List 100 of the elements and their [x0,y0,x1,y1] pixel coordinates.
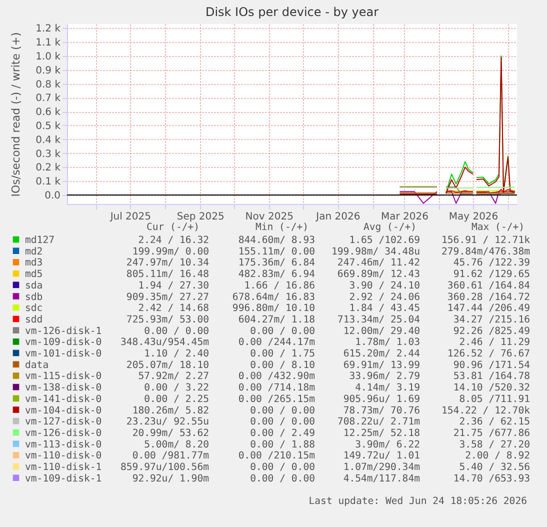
text: 0.00 / 0.00 [250,416,316,428]
text: 2.92 / 24.06 [349,292,420,303]
text: 0.00 / 1.88 [250,439,316,450]
text: 1.94 / 27.30 [138,280,210,292]
y-tick-label: 0.5 k [36,120,61,132]
text: 0.00 / 0.00 [250,326,316,337]
text: 33.96m/ 2.79 [349,371,420,382]
text: 279.84m/476.38m [442,246,530,258]
text: 57.92m/ 2.27 [138,371,210,382]
text: 2.42 / 14.68 [138,303,210,314]
text: 147.44 /206.49 [447,303,530,314]
text: 859.97u/100.56m [120,462,210,473]
text: 1.84 / 43.45 [349,303,420,314]
text: 0.00 / 2.25 [144,394,210,405]
legend-label: vm-109-disk-1 [25,473,102,484]
text: 92.92u/ 1.90m [132,473,210,484]
x-tick-label: Jul 2025 [109,212,152,222]
text: Cur (-/+) [146,222,200,233]
x-tick-label: Sep 2025 [176,212,224,222]
text: 0.00 / 1.75 [250,348,316,360]
text: 180.26m/ 5.82 [132,405,210,416]
text: 3.90 / 24.10 [349,280,420,292]
text: 69.91m/ 13.99 [343,360,420,371]
y-tick-label: 0.6 k [36,107,61,118]
text: 20.99m/ 53.62 [132,428,210,439]
legend-label: vm-126-disk-1 [25,326,102,337]
text: 0.00 /244.17m [238,337,316,348]
text: 909.35m/ 27.27 [126,292,210,303]
y-tick-label: 0.9 k [36,65,61,76]
text: 0.00 /265.15m [238,394,316,405]
legend-label: sdb [25,292,43,303]
y-tick-label: 0.1 k [36,176,61,188]
text: 615.20m/ 2.44 [343,348,420,360]
text: 23.23u/ 92.55u [126,416,210,428]
y-tick-label: 0.8 k [36,79,61,90]
text: 2.46 / 11.29 [459,337,530,348]
legend-label: md127 [25,235,55,246]
text: 247.46m/ 11.42 [337,258,420,269]
text: Avg (-/+) [363,222,417,233]
text: 155.11m/ 0.00 [238,246,316,258]
legend-label: vm-101-disk-0 [25,348,102,360]
legend-label: vm-126-disk-0 [25,428,102,439]
text: 12.25m/ 52.18 [343,428,420,439]
legend-label: vm-138-disk-0 [25,382,102,394]
legend-label: md2 [25,246,43,258]
y-tick-label: 0.4 k [36,134,61,146]
text: 5.00m/ 8.20 [144,439,210,450]
y-tick-label: 1.0 k [36,51,61,62]
text: 713.34m/ 25.04 [337,314,420,326]
y-tick-label: 1.2 k [36,24,61,35]
text: 91.62 /129.65 [453,269,530,280]
legend-label: vm-110-disk-0 [25,450,102,462]
text: 1.78m/ 1.03 [355,337,420,348]
legend-label: sdc [25,303,43,314]
text: 4.14m/ 3.19 [355,382,420,394]
text: 1.07m/290.34m [343,462,420,473]
y-axis-title: IOs/second read (-) / write (+) [10,32,23,197]
text: 0.00 /210.15m [238,450,316,462]
text: 154.22 / 12.70k [442,405,530,416]
legend-label: vm-104-disk-0 [25,405,102,416]
text: 2.36 / 62.15 [459,416,530,428]
text: 0.00 / 3.22 [144,382,210,394]
text: 4.54m/117.84m [343,473,420,484]
legend-label: vm-127-disk-0 [25,416,102,428]
text: 348.43u/954.45m [120,337,210,348]
text: 34.27 /215.16 [453,314,530,326]
text: 805.11m/ 16.48 [126,269,210,280]
text: 3.90m/ 6.22 [355,439,420,450]
x-tick-label: Nov 2025 [245,212,294,222]
legend-label: data [25,360,49,371]
text: 175.36m/ 6.84 [238,258,316,269]
text: 21.75 /677.86 [453,428,530,439]
text: 12.00m/ 29.40 [343,326,420,337]
text: 996.80m/ 10.10 [232,303,316,314]
text: 1.65 /102.69 [349,235,420,246]
text: 199.99m/ 0.00 [132,246,210,258]
x-tick-label: Jan 2026 [315,212,360,222]
text: 199.98m/ 34.48u [332,246,420,258]
legend-label: vm-109-disk-0 [25,337,102,348]
text: 0.00 / 2.49 [250,428,316,439]
legend-label: md5 [25,269,43,280]
text: 0.00 / 0.00 [144,326,210,337]
text: 0.00 / 0.00 [250,462,316,473]
text: 1.10 / 2.40 [144,348,210,360]
text: 0.00 /981.77m [132,450,210,462]
text: 482.83m/ 6.94 [238,269,316,280]
y-tick-label: 1.1 k [36,38,61,49]
chart-title: Disk IOs per device - by year [205,5,379,20]
text: 725.93m/ 53.00 [126,314,210,326]
text: 45.76 /122.39 [453,258,530,269]
legend-label: vm-115-disk-0 [25,371,102,382]
legend-label: md3 [25,258,43,269]
text: Max (-/+) [471,222,525,233]
text: 0.00 /432.90m [238,371,316,382]
text: 14.10 /520.32 [453,382,530,394]
text: 92.26 /825.49 [453,326,530,337]
text: Last update: Wed Jun 24 18:05:26 2026 [308,496,528,507]
text: 669.89m/ 12.43 [337,269,420,280]
legend-label: vm-141-disk-0 [25,394,102,405]
text: 78.73m/ 70.76 [343,405,420,416]
